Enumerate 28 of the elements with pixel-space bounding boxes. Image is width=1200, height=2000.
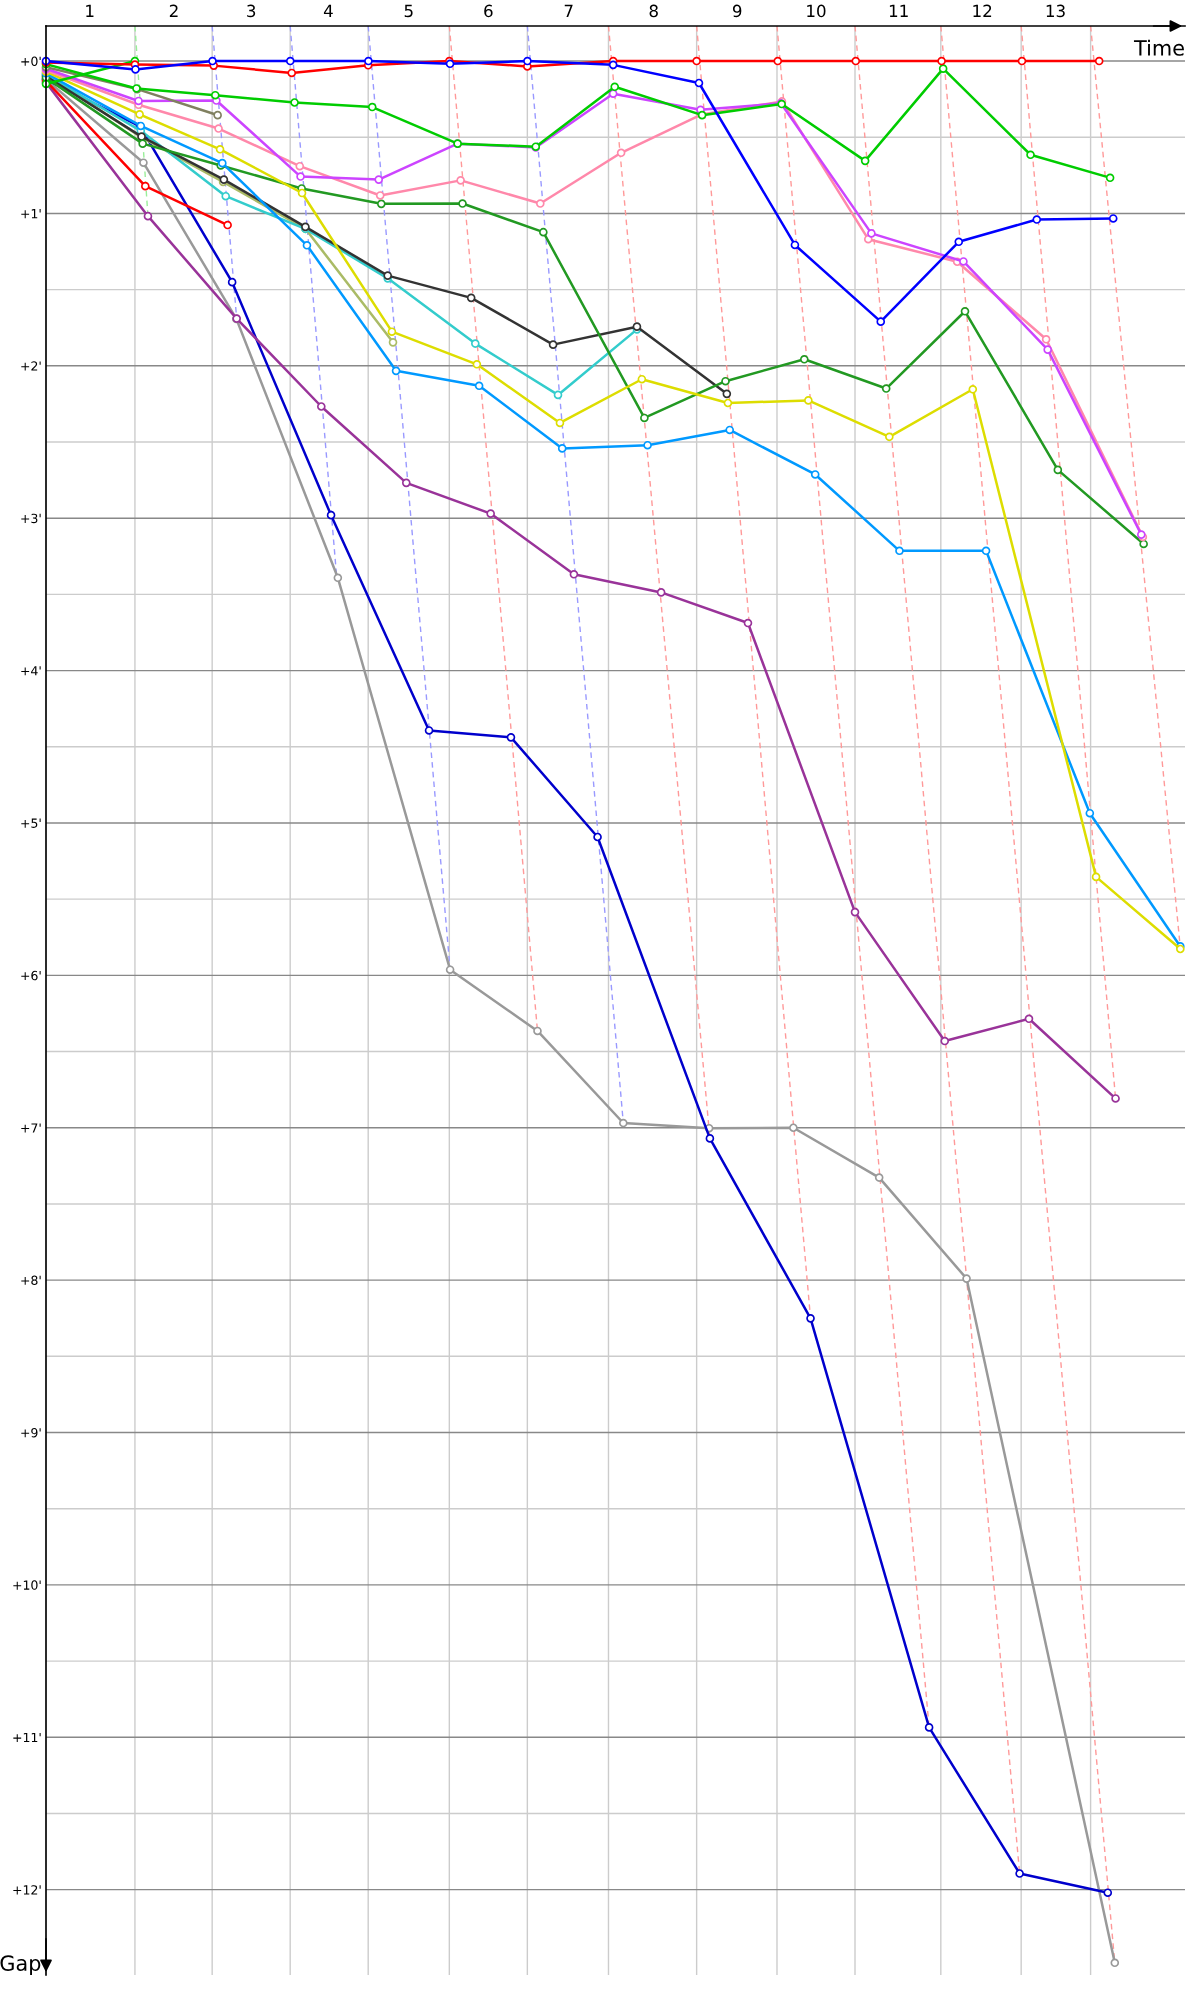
y-tick-label: +10' <box>13 1580 41 1590</box>
x-tick-label: 4 <box>323 4 333 17</box>
x-tick-label: 11 <box>889 4 908 17</box>
x-tick-label: 3 <box>247 4 256 18</box>
y-tick-label: +12' <box>13 1885 41 1895</box>
x-tick-label: 7 <box>564 4 573 17</box>
y-tick-label: +9' <box>21 1427 41 1438</box>
y-tick-label: +7' <box>21 1123 41 1133</box>
x-tick-label: 1 <box>86 4 94 17</box>
y-tick-label: +8' <box>21 1275 41 1286</box>
x-tick-label: 5 <box>404 4 413 18</box>
x-tick-label: 12 <box>973 4 992 17</box>
x-tick-label: 8 <box>649 4 658 18</box>
x-tick-label: 2 <box>169 4 178 17</box>
y-tick-label: +0' <box>21 56 41 66</box>
y-tick-label: +6' <box>21 970 41 981</box>
x-tick-label: 9 <box>732 4 742 18</box>
y-tick-label: +1' <box>21 209 41 219</box>
y-tick-label: +5' <box>21 818 41 828</box>
x-tick-label: 6 <box>484 4 493 18</box>
y-axis-title: Gap <box>0 1955 41 1975</box>
x-tick-label: 10 <box>807 4 826 18</box>
x-tick-label: 13 <box>1046 4 1065 18</box>
y-tick-label: +11' <box>13 1732 41 1743</box>
y-tick-label: +3' <box>21 513 41 524</box>
y-tick-label: +2' <box>21 361 41 371</box>
x-axis-title: Time <box>1133 39 1184 56</box>
y-tick-label: +4' <box>21 666 41 676</box>
